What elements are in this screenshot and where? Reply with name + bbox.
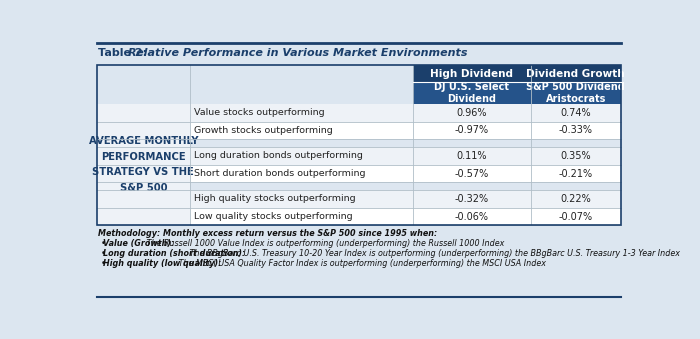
Text: 0.35%: 0.35% [561, 151, 591, 161]
Text: 0.96%: 0.96% [456, 108, 487, 118]
Bar [97, 104, 190, 121]
Text: Dividend Growth: Dividend Growth [526, 69, 625, 79]
Text: •: • [101, 259, 106, 268]
Bar [97, 147, 190, 165]
Text: High quality stocks outperforming: High quality stocks outperforming [194, 194, 356, 203]
Bar [190, 104, 621, 121]
Bar [413, 82, 531, 104]
Text: AVERAGE MONTHLY
PERFORMANCE
STRATEGY VS THE
S&P 500: AVERAGE MONTHLY PERFORMANCE STRATEGY VS … [89, 136, 198, 193]
Text: -0.06%: -0.06% [455, 212, 489, 222]
Bar [531, 65, 621, 82]
Text: -0.33%: -0.33% [559, 125, 593, 135]
Bar [97, 139, 190, 147]
Text: Long duration (short duration):: Long duration (short duration): [103, 250, 245, 258]
Text: Value stocks outperforming: Value stocks outperforming [194, 108, 324, 117]
Text: The MSCI USA Quality Factor Index is outperforming (underperforming) the MSCI US: The MSCI USA Quality Factor Index is out… [176, 259, 546, 268]
Text: Low quality stocks outperforming: Low quality stocks outperforming [194, 212, 352, 221]
Bar [190, 139, 621, 147]
Bar [190, 165, 621, 182]
Text: Growth stocks outperforming: Growth stocks outperforming [194, 126, 332, 135]
Text: -0.21%: -0.21% [559, 168, 593, 179]
Bar [190, 182, 621, 190]
Text: Relative Performance in Various Market Environments: Relative Performance in Various Market E… [128, 48, 468, 58]
Text: Table 2:: Table 2: [98, 48, 151, 58]
Text: DJ U.S. Select
Dividend: DJ U.S. Select Dividend [435, 82, 510, 104]
Text: -0.32%: -0.32% [455, 194, 489, 204]
Bar [190, 208, 621, 225]
Bar [190, 121, 621, 139]
Text: -0.07%: -0.07% [559, 212, 593, 222]
Bar [413, 65, 531, 82]
Text: Methodology: Monthly excess return versus the S&P 500 since 1995 when:: Methodology: Monthly excess return versu… [98, 229, 438, 238]
Text: -0.57%: -0.57% [455, 168, 489, 179]
Text: Long duration bonds outperforming: Long duration bonds outperforming [194, 151, 363, 160]
Text: 0.11%: 0.11% [456, 151, 487, 161]
Text: The Russell 1000 Value Index is outperforming (underperforming) the Russell 1000: The Russell 1000 Value Index is outperfo… [144, 239, 504, 248]
Text: Short duration bonds outperforming: Short duration bonds outperforming [194, 169, 365, 178]
Bar [97, 208, 190, 225]
Bar [531, 82, 621, 104]
Text: 0.74%: 0.74% [561, 108, 591, 118]
Bar [97, 190, 190, 208]
Bar [97, 182, 190, 190]
Text: •: • [101, 239, 106, 248]
Text: High Dividend: High Dividend [430, 69, 513, 79]
Text: 0.22%: 0.22% [561, 194, 591, 204]
Bar [97, 121, 190, 139]
Text: -0.97%: -0.97% [455, 125, 489, 135]
Text: Value (Growth):: Value (Growth): [103, 239, 174, 248]
Text: The BBgBarc U.S. Treasury 10-20 Year Index is outperforming (underperforming) th: The BBgBarc U.S. Treasury 10-20 Year Ind… [187, 250, 680, 258]
Bar [190, 147, 621, 165]
Text: •: • [101, 250, 106, 258]
Bar [97, 165, 190, 182]
Text: S&P 500 Dividend
Aristocrats: S&P 500 Dividend Aristocrats [526, 82, 625, 104]
Text: High quality (low quality):: High quality (low quality): [103, 259, 221, 268]
Bar [97, 65, 621, 225]
Bar [190, 190, 621, 208]
